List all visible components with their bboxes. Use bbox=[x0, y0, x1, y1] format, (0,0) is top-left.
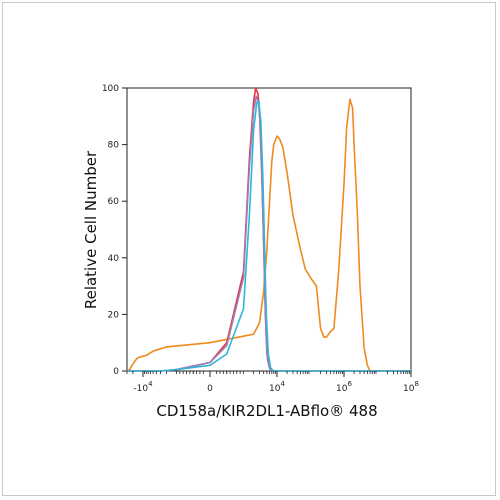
histogram-series-3 bbox=[127, 95, 411, 372]
x-tick-label: 104 bbox=[269, 380, 285, 394]
y-tick-label: 60 bbox=[108, 197, 120, 207]
y-tick-label: 80 bbox=[108, 141, 120, 151]
plot-frame bbox=[126, 87, 412, 372]
figure-frame bbox=[2, 2, 496, 496]
y-tick-label: 20 bbox=[108, 310, 120, 320]
histogram-series-4 bbox=[127, 101, 411, 372]
histogram-series-2 bbox=[127, 87, 411, 372]
x-tick-label: 108 bbox=[403, 380, 419, 394]
y-tick-label: 100 bbox=[102, 84, 119, 94]
histogram-series-1 bbox=[126, 98, 411, 372]
x-axis-label: CD158a/KIR2DL1-ABflo® 488 bbox=[156, 402, 377, 420]
x-tick-label: -104 bbox=[133, 380, 153, 394]
y-tick-label: 0 bbox=[113, 367, 119, 377]
y-tick-label: 40 bbox=[108, 254, 120, 264]
x-tick-label: 106 bbox=[336, 380, 352, 394]
y-axis-label: Relative Cell Number bbox=[82, 150, 100, 309]
series-layer bbox=[126, 87, 411, 372]
axis-layer: 0 20 40 60 80 100 -104 0 104 106 108 bbox=[102, 84, 419, 394]
x-tick-label: 0 bbox=[207, 384, 213, 394]
